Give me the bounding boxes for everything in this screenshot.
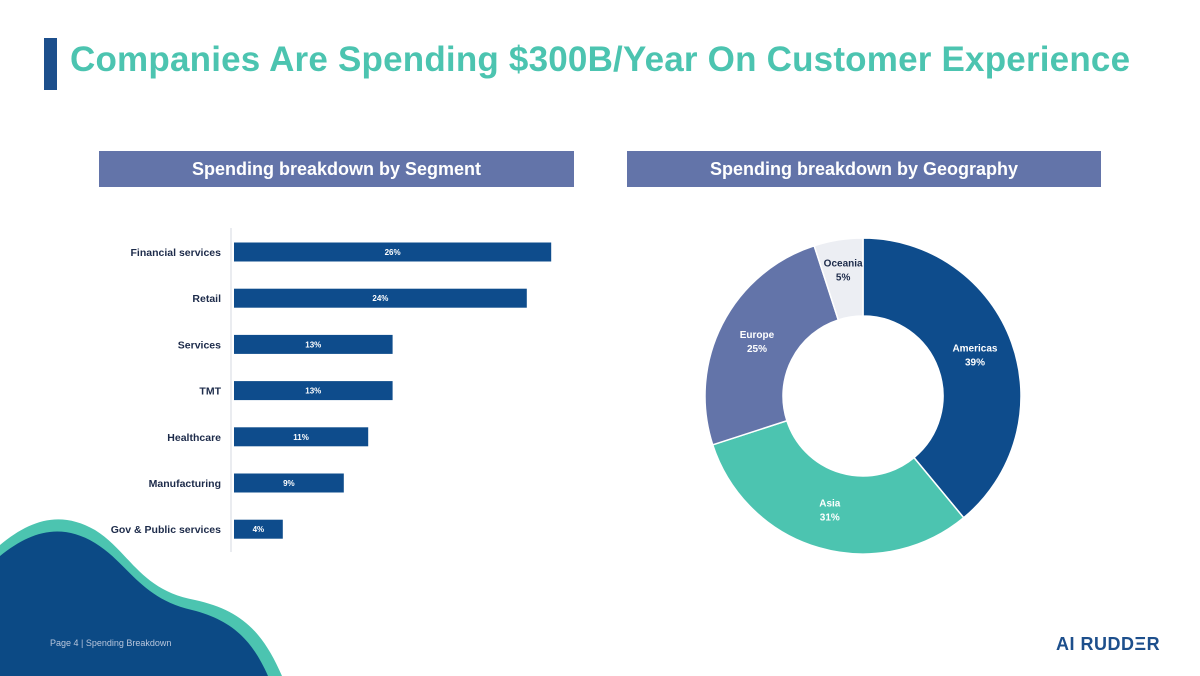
bar-value-label: 24%	[372, 294, 388, 303]
donut-slice-value: 39%	[965, 358, 985, 369]
bar	[234, 334, 393, 354]
bar-category-label: Retail	[192, 293, 221, 305]
page-title: Companies Are Spending $300B/Year On Cus…	[70, 40, 1131, 79]
donut-slice	[813, 237, 864, 321]
bar-category-label: Healthcare	[167, 432, 221, 444]
donut-slice-value: 31%	[820, 512, 840, 523]
bar-category-label: Services	[178, 339, 221, 351]
title-accent-bar	[44, 38, 57, 90]
wave-dark-shape	[0, 531, 268, 676]
donut-slice-value: 5%	[836, 273, 851, 284]
donut-slice-value: 25%	[747, 344, 767, 355]
bar	[234, 427, 369, 447]
donut-slice-label: Europe	[740, 330, 775, 341]
bar	[234, 519, 283, 539]
bar	[234, 242, 552, 262]
donut-slice	[862, 237, 1022, 519]
bar-value-label: 13%	[305, 340, 321, 349]
footer-page-label: Page 4 | Spending Breakdown	[50, 638, 172, 648]
segment-chart-header: Spending breakdown by Segment	[99, 151, 574, 187]
bar-category-label: Gov & Public services	[111, 524, 221, 536]
donut-slice	[711, 419, 965, 555]
bar-category-label: Financial services	[131, 247, 222, 259]
bar-value-label: 11%	[293, 433, 309, 442]
bar	[234, 473, 344, 493]
bar-value-label: 13%	[305, 387, 321, 396]
bar-category-label: Manufacturing	[149, 478, 221, 490]
bar-value-label: 9%	[283, 479, 295, 488]
bar	[234, 381, 393, 401]
donut-slice	[704, 244, 840, 446]
donut-slice-label: Oceania	[824, 259, 863, 270]
bar-value-label: 4%	[253, 525, 265, 534]
donut-slice-label: Asia	[819, 498, 841, 509]
geography-chart-header: Spending breakdown by Geography	[627, 151, 1101, 187]
bar-category-label: TMT	[199, 386, 221, 398]
donut-slice-label: Americas	[952, 344, 997, 355]
bar-value-label: 26%	[385, 248, 401, 257]
bar	[234, 288, 527, 308]
brand-logo: AI RUDDΞR	[1056, 634, 1161, 654]
